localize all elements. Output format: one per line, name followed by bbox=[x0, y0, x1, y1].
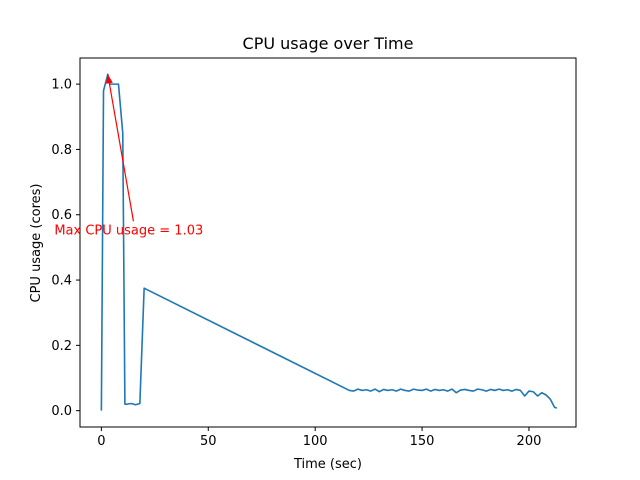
x-tick-label: 150 bbox=[410, 434, 435, 449]
y-tick-label: 0.6 bbox=[51, 208, 72, 223]
x-tick-label: 100 bbox=[303, 434, 328, 449]
y-tick-label: 1.0 bbox=[51, 78, 72, 93]
y-axis-title: CPU usage (cores) bbox=[29, 184, 44, 303]
series-line-0 bbox=[100, 73, 557, 411]
annotation-arrow-line bbox=[107, 74, 135, 222]
y-tick-label: 0.4 bbox=[51, 274, 72, 289]
plot-area bbox=[79, 57, 577, 428]
y-tick-label: 0.8 bbox=[51, 143, 72, 158]
x-tick-label: 200 bbox=[517, 434, 542, 449]
annotation-text: Max CPU usage = 1.03 bbox=[54, 223, 203, 238]
annotation-arrow-head bbox=[105, 74, 113, 84]
max-annotation: Max CPU usage = 1.03 bbox=[54, 74, 203, 238]
axes-frame bbox=[79, 57, 577, 428]
x-axis-title: Time (sec) bbox=[293, 457, 362, 472]
y-tick-label: 0.2 bbox=[51, 339, 72, 354]
y-tick-label: 0.0 bbox=[51, 404, 72, 419]
x-tick-label: 0 bbox=[97, 434, 105, 449]
axis-ticks: 0 50 100 150 200 0.0 0.2 0.4 0.6 0.8 1.0 bbox=[51, 78, 541, 449]
x-tick-label: 50 bbox=[200, 434, 217, 449]
chart-title: CPU usage over Time bbox=[243, 34, 414, 53]
